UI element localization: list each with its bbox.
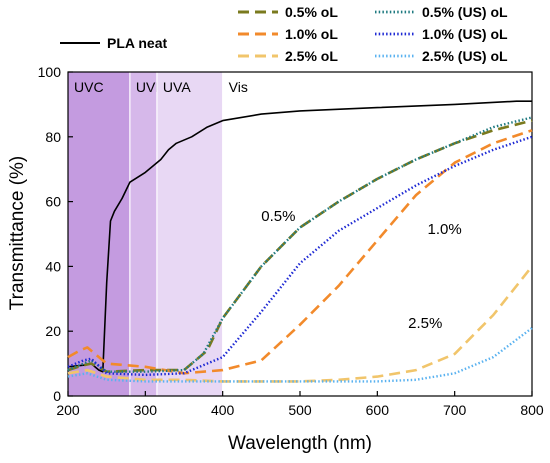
- y-tick-label: 0: [53, 388, 61, 404]
- x-tick-label: 500: [288, 402, 312, 418]
- series-lines: [67, 100, 534, 383]
- x-tick-label: 400: [211, 402, 235, 418]
- x-tick-label: 300: [134, 402, 158, 418]
- region-label-vis: Vis: [229, 79, 248, 95]
- legend-entry-label: 0.5% oL: [285, 4, 338, 20]
- annotation-label: 0.5%: [261, 208, 295, 225]
- axis-ticks: 200 300 400 500 600 700 800 0 20 40 60 80 100: [38, 64, 544, 418]
- region-band-vis: [222, 72, 532, 396]
- legend-entry-label: PLA neat: [107, 35, 167, 51]
- y-axis-title: Transmittance (%): [7, 156, 28, 311]
- legend-entry-label: 1.0% (US) oL: [422, 26, 508, 42]
- x-tick-label: 200: [56, 402, 80, 418]
- x-tick-label: 600: [366, 402, 390, 418]
- region-label-uvc: UVC: [74, 79, 104, 95]
- y-tick-label: 40: [45, 258, 61, 274]
- legend-entry-label: 0.5% (US) oL: [422, 4, 508, 20]
- region-band-uvb: [129, 72, 157, 396]
- series-line-1-0-us-ol: [67, 135, 533, 377]
- x-tick-label: 700: [443, 402, 467, 418]
- series-line-2-5-ol: [67, 265, 534, 383]
- series-line-pla-neat: [67, 100, 532, 373]
- legend: PLA neat 0.5% oL 1.0% oL 2.5% oL 0.5% (US) o…: [60, 4, 508, 64]
- region-label-uva: UVA: [163, 79, 191, 95]
- legend-entry-label: 2.5% oL: [285, 48, 338, 64]
- annotation-label: 2.5%: [408, 315, 442, 332]
- series-line-2-5-us-ol: [67, 327, 533, 383]
- legend-entry-label: 1.0% oL: [285, 26, 338, 42]
- x-tick-label: 800: [520, 402, 544, 418]
- region-band-uvc: [68, 72, 130, 396]
- legend-entry-label: 2.5% (US) oL: [422, 48, 508, 64]
- annotation-label: 1.0%: [428, 221, 462, 238]
- x-axis-title: Wavelength (nm): [228, 433, 372, 454]
- y-tick-label: 80: [45, 129, 61, 145]
- y-tick-label: 60: [45, 194, 61, 210]
- series-line-0-5-us-ol: [67, 116, 533, 373]
- annotations: 0.5% 1.0% 2.5%: [261, 208, 461, 332]
- y-tick-label: 20: [45, 323, 61, 339]
- region-band-uva: [156, 72, 223, 396]
- y-tick-label: 100: [38, 64, 62, 80]
